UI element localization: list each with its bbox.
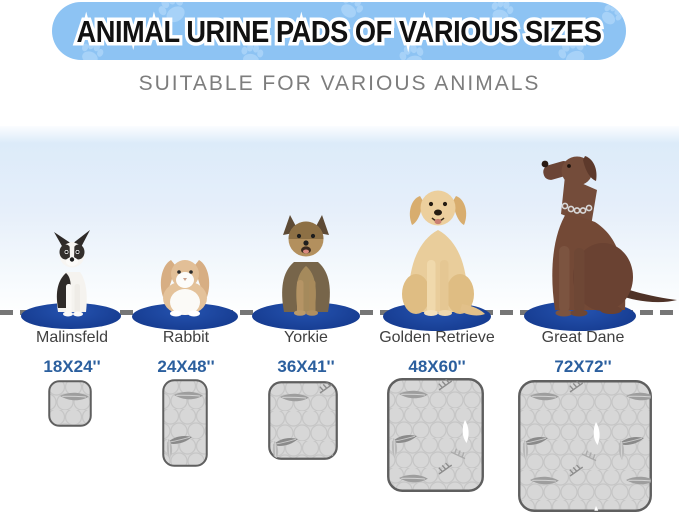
animal-name-2: Rabbit [162,329,210,346]
animal-name-4: Golden Retrieve [379,329,495,346]
yorkie-icon [282,215,330,316]
pad-preview-24x48 [162,379,208,467]
pad-size-label-3: 36X41'' [277,357,335,376]
pad-size-label-5: 72X72'' [554,357,612,376]
golden-retriever-icon [402,190,485,316]
animal-name-3: Yorkie [284,329,328,346]
title-banner: ANIMAL URINE PADS OF VARIOUS SIZES [52,2,626,60]
pad-size-label-4: 48X60'' [408,357,466,376]
great-dane-icon [541,156,677,317]
pad-preview-48x60 [387,378,484,492]
page-title: ANIMAL URINE PADS OF VARIOUS SIZES [77,14,602,49]
pad-size-label-1: 18X24'' [43,357,101,376]
pad-preview-36x41 [268,381,338,460]
pad-preview-18x24 [48,380,92,427]
toy-terrier-icon [54,230,90,317]
rabbit-icon [160,260,210,317]
animal-name-1: Malinsfeld [35,329,109,346]
pad-size-label-2: 24X48'' [157,357,215,376]
subtitle: SUITABLE FOR VARIOUS ANIMALS [138,72,541,95]
pad-preview-72x72 [518,380,652,512]
animal-name-5: Great Dane [541,329,625,346]
